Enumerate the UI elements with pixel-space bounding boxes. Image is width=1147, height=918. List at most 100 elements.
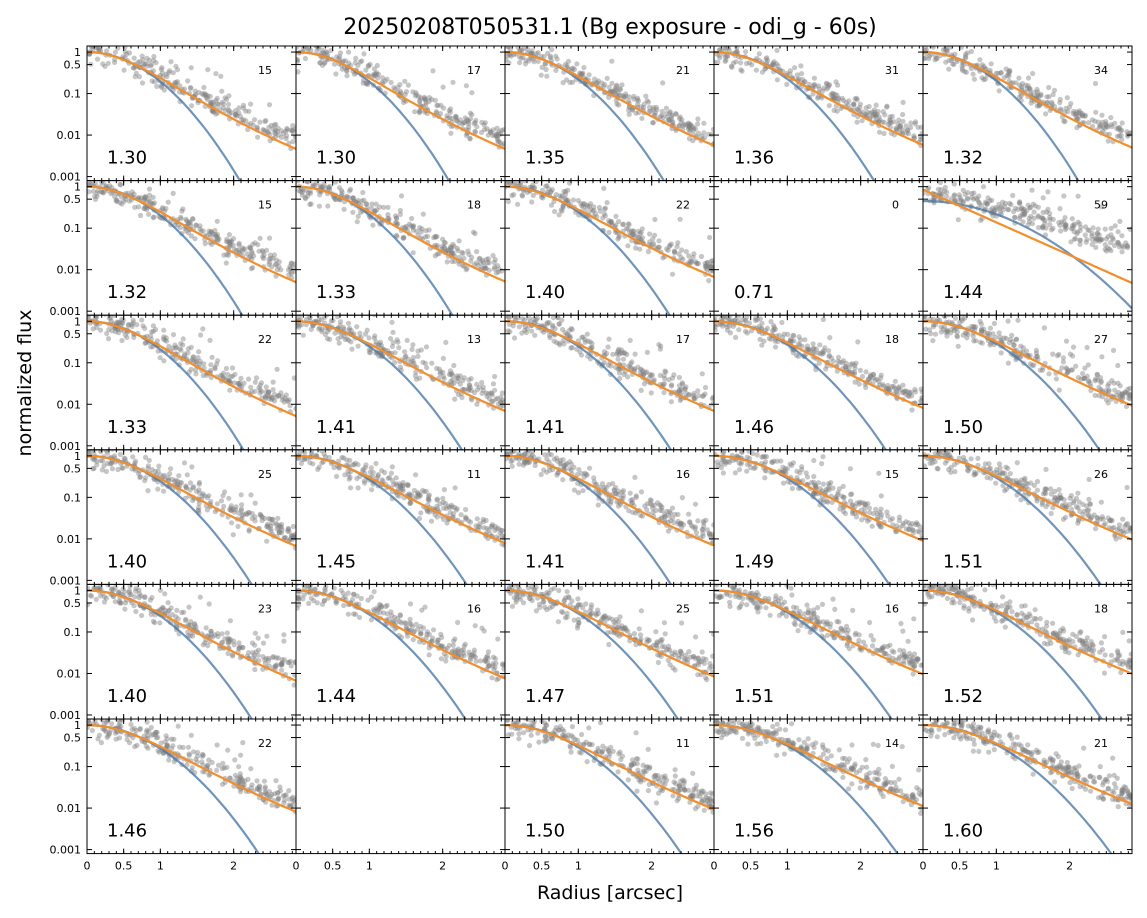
data-point xyxy=(319,62,326,68)
plot-area xyxy=(296,46,505,181)
data-point xyxy=(151,30,156,35)
data-point xyxy=(985,195,991,201)
data-point xyxy=(1001,75,1007,81)
data-point xyxy=(1099,354,1105,360)
data-point xyxy=(1050,351,1056,357)
data-point xyxy=(263,128,269,134)
data-point xyxy=(652,110,659,116)
data-point xyxy=(608,363,614,369)
data-point xyxy=(472,120,478,126)
data-point xyxy=(263,247,270,253)
data-point xyxy=(266,124,272,131)
data-point xyxy=(739,68,745,74)
data-point xyxy=(290,129,296,135)
data-point xyxy=(599,80,605,86)
data-point xyxy=(507,180,513,186)
data-point xyxy=(475,262,481,269)
data-point xyxy=(521,46,527,51)
data-point xyxy=(981,63,987,70)
data-point xyxy=(413,90,419,96)
data-point xyxy=(863,105,869,111)
data-point xyxy=(267,393,273,400)
data-point xyxy=(938,187,944,193)
data-point xyxy=(656,244,662,250)
data-point xyxy=(225,239,231,245)
data-point xyxy=(730,60,737,66)
data-point xyxy=(415,232,421,238)
data-point xyxy=(140,61,146,67)
data-point xyxy=(423,228,429,234)
data-point xyxy=(519,47,525,53)
data-point xyxy=(833,79,839,85)
data-point xyxy=(434,242,440,249)
data-point xyxy=(623,225,630,231)
data-point xyxy=(273,262,279,268)
data-point xyxy=(647,108,654,114)
data-point xyxy=(189,103,195,109)
data-point xyxy=(811,81,818,87)
data-point xyxy=(257,387,263,393)
data-point xyxy=(430,68,436,74)
data-point xyxy=(971,76,978,82)
data-point xyxy=(423,102,429,108)
data-point xyxy=(266,256,272,262)
data-point xyxy=(392,220,399,226)
data-point xyxy=(448,244,454,250)
data-point xyxy=(1115,380,1121,386)
data-point xyxy=(644,349,651,355)
data-point xyxy=(708,263,714,269)
data-point xyxy=(241,105,247,111)
data-point xyxy=(465,118,471,124)
data-point xyxy=(668,399,675,405)
data-point xyxy=(723,57,729,63)
data-point xyxy=(881,119,887,125)
data-point xyxy=(392,350,398,356)
data-point xyxy=(734,48,740,55)
data-point xyxy=(1070,225,1076,231)
data-point xyxy=(932,57,938,63)
data-point xyxy=(677,397,683,403)
data-point xyxy=(1058,228,1064,234)
data-point xyxy=(246,244,253,250)
data-point xyxy=(490,127,496,133)
data-point xyxy=(1106,131,1112,137)
data-point xyxy=(1128,391,1132,397)
data-point xyxy=(666,377,672,383)
data-point xyxy=(105,336,112,342)
data-point xyxy=(852,96,858,102)
data-point xyxy=(267,138,273,144)
data-point xyxy=(620,356,627,362)
data-point xyxy=(553,67,559,73)
data-point xyxy=(578,352,585,358)
data-point xyxy=(1035,89,1041,95)
data-point xyxy=(612,87,618,94)
data-point xyxy=(388,79,394,86)
data-point xyxy=(1103,397,1109,403)
data-point xyxy=(233,111,239,117)
data-point xyxy=(900,111,906,118)
data-point xyxy=(650,236,656,242)
data-point xyxy=(887,114,893,120)
data-point xyxy=(102,315,108,317)
data-point xyxy=(213,111,219,117)
data-point xyxy=(501,141,505,147)
data-point xyxy=(228,238,234,244)
data-point xyxy=(412,93,418,99)
data-point xyxy=(619,93,625,99)
data-point xyxy=(1099,112,1105,118)
data-point xyxy=(317,60,323,66)
data-point xyxy=(1079,111,1086,117)
data-point xyxy=(810,91,816,97)
data-point xyxy=(592,76,598,82)
data-point xyxy=(416,94,422,100)
data-point xyxy=(112,59,118,65)
data-point xyxy=(404,337,410,343)
data-point xyxy=(530,172,535,177)
data-point xyxy=(706,278,712,284)
data-point xyxy=(467,136,473,142)
data-point xyxy=(563,188,569,194)
fwhm-label: 1.35 xyxy=(525,148,565,169)
data-point xyxy=(1057,96,1063,103)
data-point xyxy=(372,208,378,214)
data-point xyxy=(928,40,933,45)
